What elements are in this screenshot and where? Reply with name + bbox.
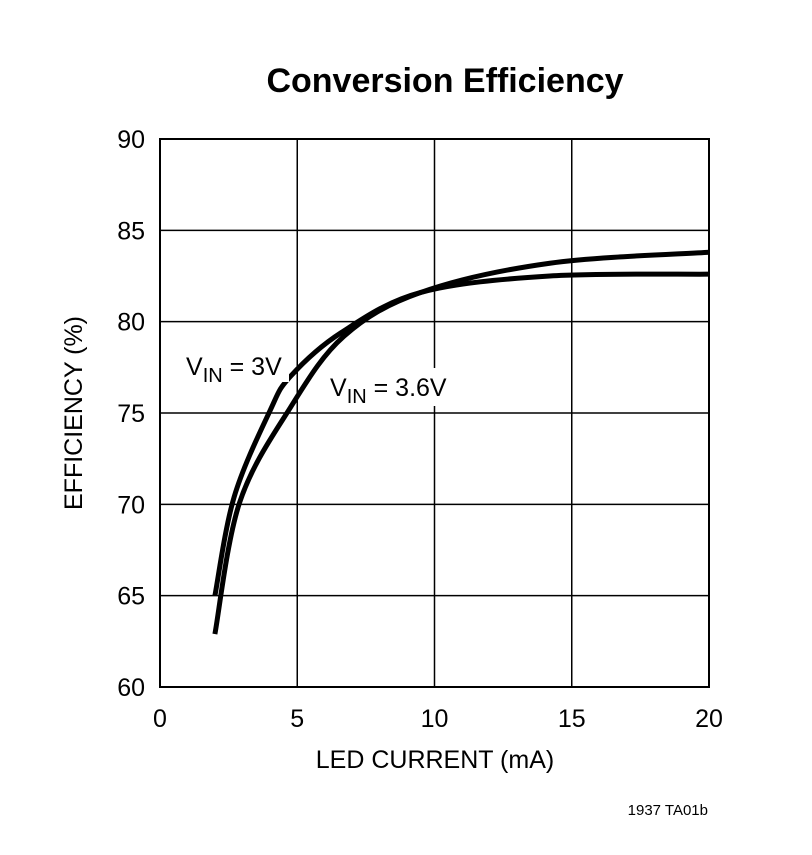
y-tick-labels: 60 65 70 75 80 85 90 xyxy=(117,126,145,702)
svg-text:VIN = 3V: VIN = 3V xyxy=(186,353,282,387)
y-axis-label: EFFICIENCY (%) xyxy=(60,316,88,510)
plot-frame xyxy=(159,138,710,688)
y-tick-label: 70 xyxy=(117,491,145,519)
y-tick-label: 80 xyxy=(117,309,145,337)
y-tick-label: 60 xyxy=(117,674,145,702)
y-tick-label: 75 xyxy=(117,400,145,428)
grid xyxy=(159,138,710,688)
x-axis-label: LED CURRENT (mA) xyxy=(316,746,554,774)
curves xyxy=(212,249,710,635)
svg-text:VIN = 3.6V: VIN = 3.6V xyxy=(330,374,447,408)
series-label-3-6v: VIN = 3.6V xyxy=(327,368,453,408)
y-tick-label: 65 xyxy=(117,583,145,611)
series-line-0 xyxy=(212,271,710,597)
series-label-3v: VIN = 3V xyxy=(183,348,289,387)
x-tick-label: 20 xyxy=(695,705,723,733)
x-tick-label: 15 xyxy=(558,705,586,733)
x-tick-labels: 0 5 10 15 20 xyxy=(153,705,723,733)
x-tick-label: 5 xyxy=(290,705,304,733)
x-tick-label: 10 xyxy=(421,705,449,733)
chart-title: Conversion Efficiency xyxy=(266,62,623,100)
figure-code: 1937 TA01b xyxy=(628,802,708,819)
y-tick-label: 90 xyxy=(117,126,145,154)
y-tick-label: 85 xyxy=(117,217,145,245)
x-tick-label: 0 xyxy=(153,705,167,733)
series-line-1 xyxy=(212,249,710,635)
